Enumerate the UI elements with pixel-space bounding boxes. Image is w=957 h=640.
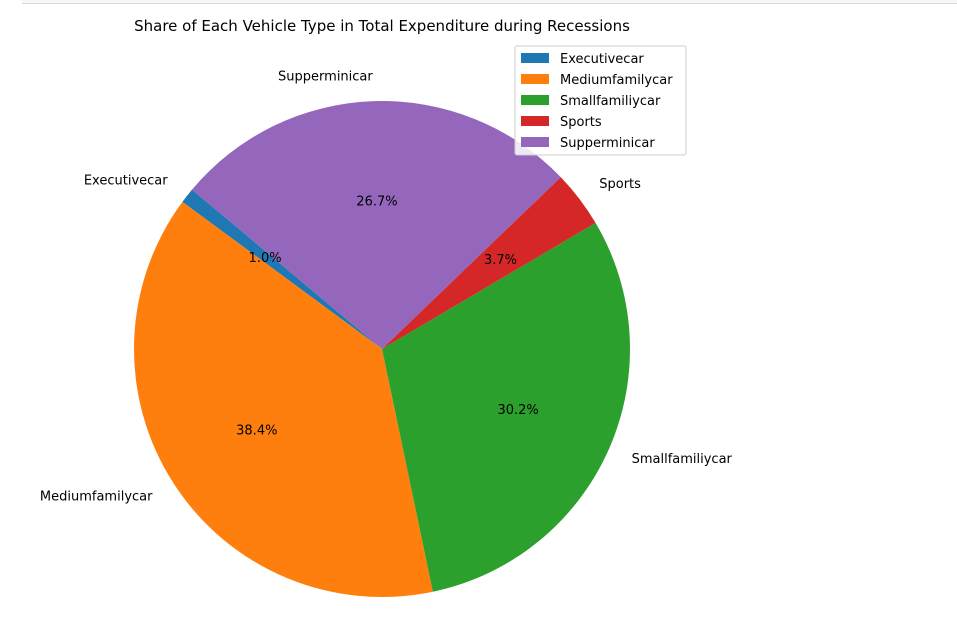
legend-swatch-smallfamiliycar — [521, 95, 549, 105]
legend-swatch-supperminicar — [521, 137, 549, 147]
legend-label-supperminicar: Supperminicar — [560, 136, 655, 151]
slice-percent-smallfamiliycar: 30.2% — [497, 403, 538, 418]
slice-label-smallfamiliycar: Smallfamiliycar — [632, 452, 733, 467]
slice-percent-executivecar: 1.0% — [249, 251, 282, 266]
slice-percent-sports: 3.7% — [484, 253, 517, 268]
slice-percent-labels: 1.0% 38.4% 30.2% 3.7% 26.7% — [236, 194, 539, 438]
pie-slice-smallfamiliycar — [382, 222, 630, 592]
slice-label-mediumfamilycar: Mediumfamilycar — [40, 489, 153, 504]
slice-percent-supperminicar: 26.7% — [356, 194, 397, 209]
legend-label-sports: Sports — [560, 115, 602, 130]
pie-slice-sports — [382, 177, 596, 349]
legend-swatch-sports — [521, 116, 549, 126]
legend-label-executivecar: Executivecar — [560, 52, 644, 67]
slice-percent-mediumfamilycar: 38.4% — [236, 423, 277, 438]
legend: Executivecar Mediumfamilycar Smallfamiliyc… — [514, 45, 687, 156]
slice-label-sports: Sports — [599, 177, 641, 192]
legend-label-smallfamiliycar: Smallfamiliycar — [560, 94, 661, 109]
top-border-bar — [22, 0, 957, 4]
slice-label-executivecar: Executivecar — [84, 173, 168, 188]
pie-slices — [134, 100, 630, 597]
slice-category-labels: Executivecar Mediumfamilycar Smallfamiliyc… — [40, 69, 733, 504]
pie-slice-executivecar — [182, 189, 382, 349]
slice-label-supperminicar: Supperminicar — [278, 69, 373, 84]
legend-swatch-mediumfamilycar — [521, 74, 549, 84]
chart-title: Share of Each Vehicle Type in Total Expe… — [134, 17, 630, 35]
pie-slice-supperminicar — [192, 100, 561, 349]
pie-slice-mediumfamilycar — [134, 201, 433, 597]
legend-label-mediumfamilycar: Mediumfamilycar — [560, 73, 673, 88]
legend-frame — [514, 45, 687, 156]
legend-swatch-executivecar — [521, 53, 549, 63]
